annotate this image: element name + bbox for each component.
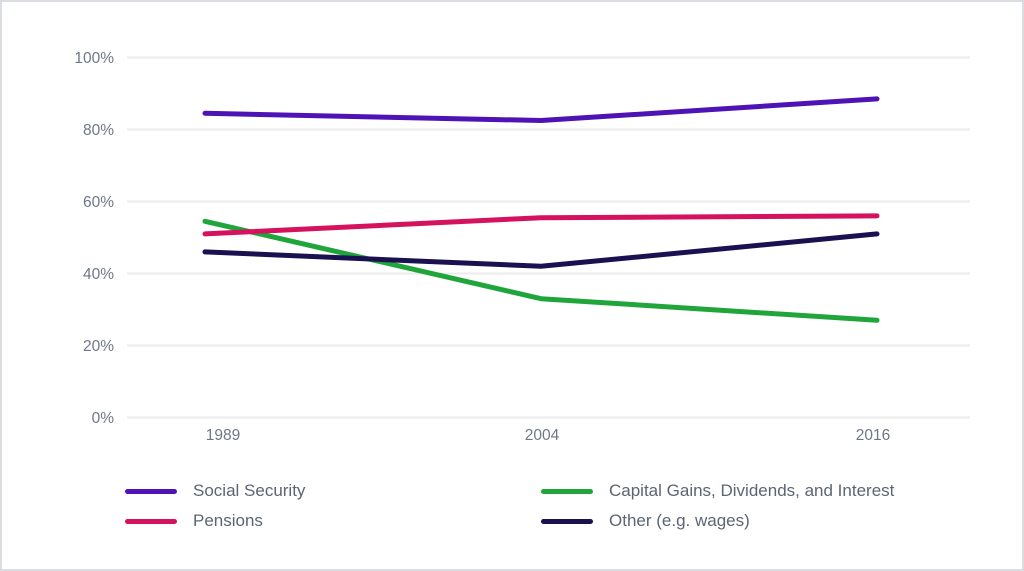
- legend-label-capital-gains: Capital Gains, Dividends, and Interest: [609, 481, 895, 500]
- legend-column-2: Capital Gains, Dividends, and Interest O…: [541, 476, 894, 536]
- legend-label-other-wages: Other (e.g. wages): [609, 511, 750, 530]
- series-line-other-wages: [202, 231, 880, 269]
- legend-column-1: Social Security Pensions: [125, 476, 305, 536]
- series-line-pensions: [202, 213, 880, 237]
- y-axis-tick-label: 40%: [83, 266, 114, 283]
- legend-item-other-wages: Other (e.g. wages): [541, 506, 894, 536]
- legend-swatch-capital-gains: [541, 488, 593, 494]
- series-line-capital-gains: [202, 218, 880, 323]
- y-axis-tick-label: 100%: [74, 50, 114, 67]
- legend-label-social-security: Social Security: [193, 481, 306, 500]
- y-axis-tick-label: 0%: [92, 410, 115, 427]
- x-axis-tick-label: 2016: [856, 427, 890, 444]
- legend-item-capital-gains: Capital Gains, Dividends, and Interest: [541, 476, 894, 506]
- legend-swatch-pensions: [125, 518, 177, 524]
- legend-swatch-other-wages: [541, 518, 593, 524]
- legend-item-social-security: Social Security: [125, 476, 305, 506]
- series-line-social-security: [202, 96, 880, 123]
- y-axis-tick-label: 20%: [83, 338, 114, 355]
- legend-swatch-social-security: [125, 488, 177, 494]
- legend-label-pensions: Pensions: [193, 511, 263, 530]
- x-axis-tick-label: 2004: [525, 427, 560, 444]
- y-axis-tick-label: 60%: [83, 194, 114, 211]
- legend-item-pensions: Pensions: [125, 506, 305, 536]
- x-axis-tick-label: 1989: [206, 427, 240, 444]
- y-axis-tick-label: 80%: [83, 122, 114, 139]
